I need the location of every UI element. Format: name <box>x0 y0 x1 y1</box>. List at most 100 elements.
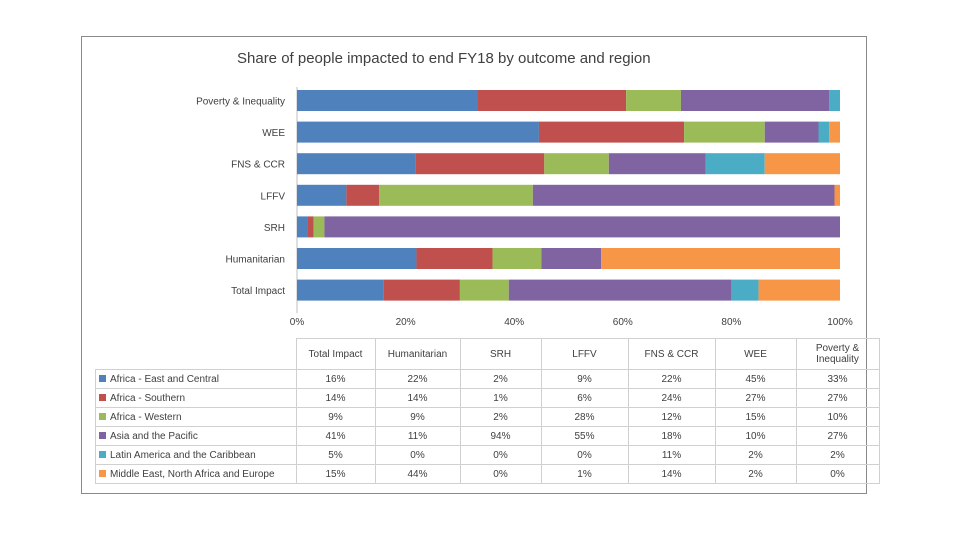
legend-swatch <box>99 375 106 383</box>
bar-poverty-inequality-africa-western <box>626 90 681 111</box>
table-cell-total-impact: 41% <box>295 426 376 446</box>
column-header-humanitarian: Humanitarian <box>374 338 461 370</box>
bar-wee-africa-western <box>684 121 765 143</box>
table-cell-lffv: 28% <box>540 407 629 427</box>
bar-total-impact-asia-and-the-pacific <box>508 279 732 301</box>
table-cell-lffv: 1% <box>540 464 629 484</box>
x-tick-label: 20% <box>396 317 416 328</box>
table-cell-total-impact: 5% <box>295 445 376 465</box>
legend-entry-latin-america-and-the-caribbean: Latin America and the Caribbean <box>95 445 297 465</box>
bar-fns-ccr-africa-western <box>544 153 609 175</box>
bar-humanitarian-middle-east-north-africa-and-europe <box>601 248 840 269</box>
table-cell-lffv: 0% <box>540 445 629 465</box>
table-cell-fns-ccr: 22% <box>627 369 716 389</box>
category-label-humanitarian: Humanitarian <box>226 255 285 266</box>
table-cell-srh: 2% <box>459 369 542 389</box>
column-header-total-impact: Total Impact <box>295 338 376 370</box>
bar-wee-africa-east-and-central <box>297 121 539 143</box>
table-cell-poverty-inequality: 2% <box>795 445 880 465</box>
legend-swatch <box>99 432 106 440</box>
column-header-poverty-inequality: Poverty & Inequality <box>795 338 880 370</box>
bar-fns-ccr-latin-america-and-the-caribbean <box>705 153 765 175</box>
legend-swatch <box>99 451 106 459</box>
bar-poverty-inequality-africa-southern <box>478 90 627 111</box>
legend-label: Middle East, North Africa and Europe <box>110 468 275 480</box>
table-body: Africa - East and Central 16% 22% 2% 9% 22% 45… <box>95 369 880 484</box>
bar-total-impact-africa-western <box>459 279 509 301</box>
legend-swatch <box>99 394 106 402</box>
bar-lffv-africa-southern <box>346 184 380 206</box>
x-tick-label: 100% <box>827 317 853 328</box>
bar-fns-ccr-africa-southern <box>415 153 545 175</box>
table-cell-poverty-inequality: 27% <box>795 426 880 446</box>
table-cell-lffv: 9% <box>540 369 629 389</box>
bar-srh-africa-western <box>313 216 325 238</box>
table-cell-srh: 0% <box>459 464 542 484</box>
bar-poverty-inequality-asia-and-the-pacific <box>680 90 830 111</box>
table-cell-srh: 2% <box>459 407 542 427</box>
bar-wee-middle-east-north-africa-and-europe <box>829 121 840 143</box>
table-cell-wee: 2% <box>714 445 797 465</box>
x-tick-label: 80% <box>721 317 741 328</box>
table-cell-fns-ccr: 14% <box>627 464 716 484</box>
column-header-wee: WEE <box>714 338 797 370</box>
legend-label: Africa - Southern <box>110 392 186 404</box>
table-cell-humanitarian: 11% <box>374 426 461 446</box>
table-cell-wee: 2% <box>714 464 797 484</box>
table-cell-fns-ccr: 12% <box>627 407 716 427</box>
bar-lffv-middle-east-north-africa-and-europe <box>834 184 840 206</box>
bar-poverty-inequality-africa-east-and-central <box>297 90 478 111</box>
legend-entry-africa-western: Africa - Western <box>95 407 297 427</box>
table-cell-lffv: 6% <box>540 388 629 408</box>
bar-humanitarian-africa-western <box>492 248 542 269</box>
bar-total-impact-africa-southern <box>383 279 460 301</box>
table-cell-poverty-inequality: 10% <box>795 407 880 427</box>
category-label-poverty-inequality: Poverty & Inequality <box>196 97 285 108</box>
category-label-srh: SRH <box>264 223 285 234</box>
chart-title: Share of people impacted to end FY18 by … <box>237 50 651 67</box>
table-cell-humanitarian: 22% <box>374 369 461 389</box>
table-row: Africa - East and Central 16% 22% 2% 9% 22% 45… <box>95 369 880 389</box>
table-header-row: Total Impact Humanitarian SRH LFFV FNS & CCR… <box>96 338 880 370</box>
table-cell-poverty-inequality: 0% <box>795 464 880 484</box>
legend-label: Africa - East and Central <box>110 373 219 385</box>
bar-lffv-asia-and-the-pacific <box>532 184 835 206</box>
table-cell-wee: 10% <box>714 426 797 446</box>
bar-humanitarian-africa-east-and-central <box>297 248 417 269</box>
table-cell-humanitarian: 44% <box>374 464 461 484</box>
table-row: Asia and the Pacific 41% 11% 94% 55% 18% 10% 27… <box>95 426 880 446</box>
table-cell-humanitarian: 0% <box>374 445 461 465</box>
table-cell-fns-ccr: 11% <box>627 445 716 465</box>
table-cell-poverty-inequality: 33% <box>795 369 880 389</box>
legend-entry-africa-east-and-central: Africa - East and Central <box>95 369 297 389</box>
table-cell-srh: 1% <box>459 388 542 408</box>
bar-srh-africa-east-and-central <box>297 216 308 238</box>
table-cell-total-impact: 14% <box>295 388 376 408</box>
legend-entry-asia-and-the-pacific: Asia and the Pacific <box>95 426 297 446</box>
table-row: Africa - Western 9% 9% 2% 28% 12% 15% 10% <box>95 407 880 427</box>
legend-entry-africa-southern: Africa - Southern <box>95 388 297 408</box>
legend-swatch <box>99 470 106 478</box>
category-label-wee: WEE <box>262 128 285 139</box>
bar-lffv-africa-east-and-central <box>297 184 347 206</box>
table-cell-srh: 0% <box>459 445 542 465</box>
category-label-fns-ccr: FNS & CCR <box>231 160 285 171</box>
legend-label: Latin America and the Caribbean <box>110 449 256 461</box>
column-header-fns-ccr: FNS & CCR <box>627 338 716 370</box>
table-cell-total-impact: 16% <box>295 369 376 389</box>
bar-srh-africa-southern <box>307 216 314 238</box>
category-label-total-impact: Total Impact <box>231 286 285 297</box>
table-cell-srh: 94% <box>459 426 542 446</box>
category-label-lffv: LFFV <box>261 191 286 202</box>
table-row: Africa - Southern 14% 14% 1% 6% 24% 27% 27% <box>95 388 880 408</box>
bar-fns-ccr-africa-east-and-central <box>297 153 416 175</box>
table-cell-wee: 27% <box>714 388 797 408</box>
bar-total-impact-africa-east-and-central <box>297 279 384 301</box>
table-cell-humanitarian: 14% <box>374 388 461 408</box>
bar-fns-ccr-asia-and-the-pacific <box>608 153 706 175</box>
bar-humanitarian-africa-southern <box>416 248 493 269</box>
table-cell-fns-ccr: 18% <box>627 426 716 446</box>
table-cell-total-impact: 9% <box>295 407 376 427</box>
table-cell-total-impact: 15% <box>295 464 376 484</box>
